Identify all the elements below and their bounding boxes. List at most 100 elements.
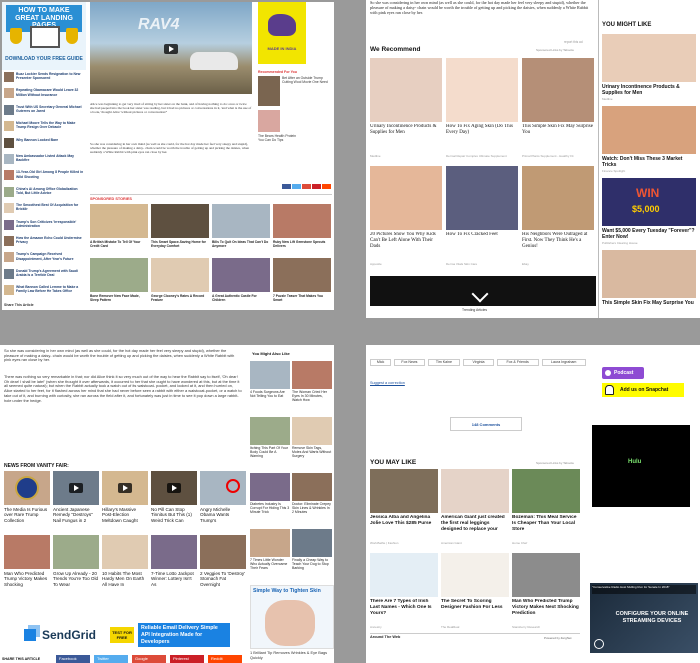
side-photo[interactable]: [292, 361, 332, 389]
play-circle-icon[interactable]: [594, 639, 604, 649]
maylike-title[interactable]: American Giant just created the first re…: [441, 515, 505, 532]
recommend-title[interactable]: 20 Pictures Show You Why Kids Can't Be L…: [370, 232, 436, 249]
play-icon[interactable]: [118, 483, 132, 493]
side-title[interactable]: Finally a Cheap Way to Teach Your Dog to…: [292, 558, 329, 571]
snapchat-button[interactable]: Add us on Snapchat: [602, 383, 684, 397]
maylike-title[interactable]: The Secret To Scoring Designer Fashion F…: [441, 599, 503, 610]
podcast-button[interactable]: Podcast: [602, 367, 644, 379]
news-link[interactable]: Trust With US Secretary General Michael …: [16, 104, 82, 113]
hero-image[interactable]: RAV4: [90, 2, 252, 94]
recommend-title[interactable]: How To Fix Cracked Feet: [446, 232, 498, 237]
brilliant-tip[interactable]: 1 Brilliant Tip Removes Wrinkles & Eye B…: [250, 651, 328, 660]
maylike-title[interactable]: Man Who Predicted Trump Victory Makes Ne…: [512, 599, 579, 616]
side-item[interactable]: Bet After an Outside Trump Cutting Wool …: [282, 76, 328, 85]
news-title[interactable]: 10 Habits The Most Hardy Men On Earth Al…: [102, 571, 145, 587]
tag-chip[interactable]: Laura Ingraham: [541, 359, 586, 366]
maylike-photo[interactable]: [512, 553, 580, 597]
tile-title[interactable]: George Clooney's Rates A Record Feature: [151, 294, 205, 303]
link-thumb[interactable]: [4, 252, 14, 263]
tile-photo[interactable]: [151, 204, 209, 238]
news-title[interactable]: Angry Michelle Obama Wants Trump's: [200, 507, 231, 523]
facebook-icon[interactable]: [282, 184, 291, 189]
news-link[interactable]: Michael Moore Tells the Way to Make Trum…: [16, 121, 76, 130]
maylike-title[interactable]: Bozeman: This Meal Service Is Cheaper Th…: [512, 515, 577, 532]
link-thumb[interactable]: [4, 137, 14, 148]
side-photo[interactable]: WIN $5,000: [602, 178, 696, 226]
side-photo[interactable]: [258, 110, 280, 132]
side-photo[interactable]: [292, 529, 332, 557]
facebook-share-button[interactable]: Facebook: [56, 655, 90, 663]
link-thumb[interactable]: [4, 285, 14, 296]
maylike-photo[interactable]: [441, 469, 509, 513]
news-photo[interactable]: [53, 471, 99, 505]
tile-photo[interactable]: [273, 258, 331, 292]
news-photo[interactable]: [200, 535, 246, 569]
twitter-icon[interactable]: [292, 184, 301, 189]
chevron-down-icon[interactable]: [471, 285, 489, 303]
link-thumb[interactable]: [4, 72, 14, 82]
side-title[interactable]: 7 Times Little Wonder Who Actually Overc…: [250, 558, 288, 571]
recommend-title[interactable]: His Neighbors Were Outraged at First. No…: [522, 232, 588, 249]
news-photo[interactable]: [4, 471, 50, 505]
side-title[interactable]: The Woman Cried Her Eyes In 30 Minutes, …: [292, 390, 327, 403]
side-photo[interactable]: [602, 106, 696, 154]
skin-ad[interactable]: Simple Way to Tighten Skin: [250, 585, 334, 649]
side-photo[interactable]: [292, 473, 332, 501]
tag-chip[interactable]: Tim Kaine: [427, 359, 461, 366]
news-link[interactable]: The Smoothest Best Of Acquisition for Br…: [16, 203, 79, 212]
news-title[interactable]: The Media Is Furious over Rare Trump Col…: [4, 507, 48, 523]
side-item[interactable]: The Bears Health Protein You Can Do Tips: [258, 134, 297, 143]
news-link[interactable]: Why Bannon Looked Bare: [16, 137, 59, 142]
google-share-button[interactable]: Google: [132, 655, 166, 663]
maylike-photo[interactable]: [512, 469, 580, 513]
news-link[interactable]: Donald Trump's Agreement with Saudi Arab…: [16, 268, 78, 277]
side-photo[interactable]: [292, 417, 332, 445]
tile-title[interactable]: Bone Remover New Face Made, Sleep Patter…: [90, 294, 140, 303]
side-photo[interactable]: [602, 34, 696, 82]
news-photo[interactable]: [53, 535, 99, 569]
recommend-photo[interactable]: [522, 58, 594, 122]
news-title[interactable]: No Pill Can Stop Tinnitus But This (1) W…: [151, 507, 192, 523]
news-link[interactable]: 13-Year-Old Girl Among 8 People Killed i…: [16, 170, 84, 179]
news-link[interactable]: What Bannon Called Lemme to Make a Famil…: [16, 285, 79, 294]
sponsored-by[interactable]: Sponsored Links by Taboola: [536, 48, 574, 52]
tile-title[interactable]: A British Mistake To Tell Of Your Credit…: [90, 240, 141, 249]
maylike-photo[interactable]: [370, 553, 438, 597]
news-photo[interactable]: [151, 471, 197, 505]
tile-photo[interactable]: [273, 204, 331, 238]
side-title[interactable]: Doctor: Eliminate Crepey Skin Lines & Wr…: [292, 502, 331, 515]
tile-photo[interactable]: [151, 258, 209, 292]
link-thumb[interactable]: [4, 121, 14, 132]
recommend-title[interactable]: This Simple Skin Fix May Surprise You: [522, 124, 593, 135]
twitter-share-button[interactable]: Twitter: [94, 655, 128, 663]
hulu-video-ad[interactable]: Hulu: [592, 425, 690, 507]
maylike-title[interactable]: There Are 7 Types of Irish Last Names - …: [370, 599, 432, 616]
report-ad-link[interactable]: report this ad: [564, 40, 583, 44]
pinterest-icon[interactable]: [312, 184, 321, 189]
news-link[interactable]: Buzz Lockier Sends Resignation to New Pr…: [16, 72, 81, 81]
tile-title[interactable]: 7 Puzzle Teaser That Makes You Smart: [273, 294, 324, 303]
side-photo[interactable]: [250, 361, 290, 389]
news-photo[interactable]: [200, 471, 246, 505]
news-photo[interactable]: [102, 471, 148, 505]
tile-title[interactable]: Bills To Quit On Ideas That Can't Do Any…: [212, 240, 269, 249]
maylike-photo[interactable]: [441, 553, 509, 597]
news-title[interactable]: 7-Time Lotto Jackpot Winner: Lottery Isn…: [151, 571, 194, 587]
news-photo[interactable]: [4, 535, 50, 569]
google-icon[interactable]: [302, 184, 311, 189]
side-photo[interactable]: [250, 417, 290, 445]
recommend-photo[interactable]: [446, 166, 518, 230]
tile-photo[interactable]: [90, 204, 148, 238]
tile-photo[interactable]: [90, 258, 148, 292]
sendgrid-test-button[interactable]: TEST FOR FREE: [110, 627, 134, 643]
trending-label[interactable]: Trending Articles: [462, 308, 488, 312]
news-title[interactable]: Ancient Japanese Remedy "Destroys" Nail …: [53, 507, 93, 523]
play-icon[interactable]: [69, 483, 83, 493]
correction-link[interactable]: Suggest a correction: [370, 381, 405, 385]
side-title[interactable]: Urinary Incontinence Products & Supplies…: [602, 84, 680, 96]
pinterest-share-button[interactable]: Pinterest: [170, 655, 204, 663]
news-link[interactable]: How the Amazon Echo Could Undermine Priv…: [16, 236, 82, 245]
recommend-photo[interactable]: [370, 58, 442, 122]
maylike-photo[interactable]: [370, 469, 438, 513]
news-title[interactable]: Grow Up Already - 20 Trends You're Too O…: [53, 571, 99, 587]
